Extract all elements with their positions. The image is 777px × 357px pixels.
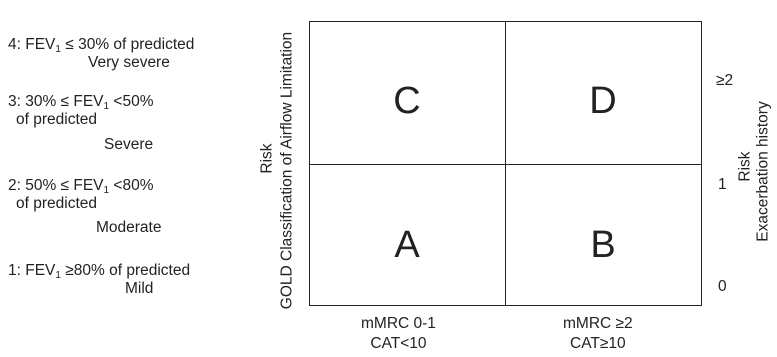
grade-4-criteria: 4: FEV1 ≤ 30% of predicted <box>8 36 195 55</box>
grade-3: 3: 30% ≤ FEV1 <50% of predicted Severe <box>8 93 153 153</box>
grid-vertical-divider <box>505 21 506 306</box>
quadrant-a: A <box>394 224 420 266</box>
grade-1: 1: FEV1 ≥80% of predicted Mild <box>8 262 190 297</box>
bottom-label-right-mmrc: mMRC ≥2 <box>563 315 633 332</box>
grade-4-label: Very severe <box>88 54 170 71</box>
quadrant-d: D <box>589 80 617 122</box>
exacerbation-tick-1: 1 <box>718 176 727 193</box>
grade-3-criteria: 3: 30% ≤ FEV1 <50% <box>8 93 154 112</box>
grade-2-criteria: 2: 50% ≤ FEV1 <80% <box>8 177 154 196</box>
grade-1-criteria: 1: FEV1 ≥80% of predicted <box>8 262 191 281</box>
left-axis-inner-label: GOLD Classification of Airflow Limitatio… <box>278 31 296 310</box>
grade-3-qualifier: of predicted <box>16 111 97 128</box>
right-axis-outer-label: Risk <box>736 151 754 182</box>
left-axis-outer-label: Risk <box>258 143 276 174</box>
grade-1-label: Mild <box>125 280 154 297</box>
bottom-label-right: mMRC ≥2 CAT≥10 <box>563 315 633 352</box>
quadrant-b: B <box>590 224 616 266</box>
grade-2: 2: 50% ≤ FEV1 <80% of predicted Moderate <box>8 177 161 236</box>
quadrant-c: C <box>393 80 421 122</box>
right-axis-inner-label: Exacerbation history <box>754 101 772 242</box>
bottom-label-left-cat: CAT<10 <box>370 335 427 352</box>
bottom-label-left-mmrc: mMRC 0-1 <box>361 315 436 332</box>
bottom-label-right-cat: CAT≥10 <box>570 335 626 352</box>
exacerbation-tick-2-plus: ≥2 <box>716 72 734 89</box>
exacerbation-tick-0: 0 <box>718 278 727 295</box>
grid-horizontal-divider <box>309 164 702 165</box>
grade-2-label: Moderate <box>96 219 162 236</box>
bottom-label-left: mMRC 0-1 CAT<10 <box>361 315 436 352</box>
grade-2-qualifier: of predicted <box>16 195 97 212</box>
grade-4: 4: FEV1 ≤ 30% of predicted Very severe <box>8 36 194 71</box>
grade-3-label: Severe <box>104 136 154 153</box>
